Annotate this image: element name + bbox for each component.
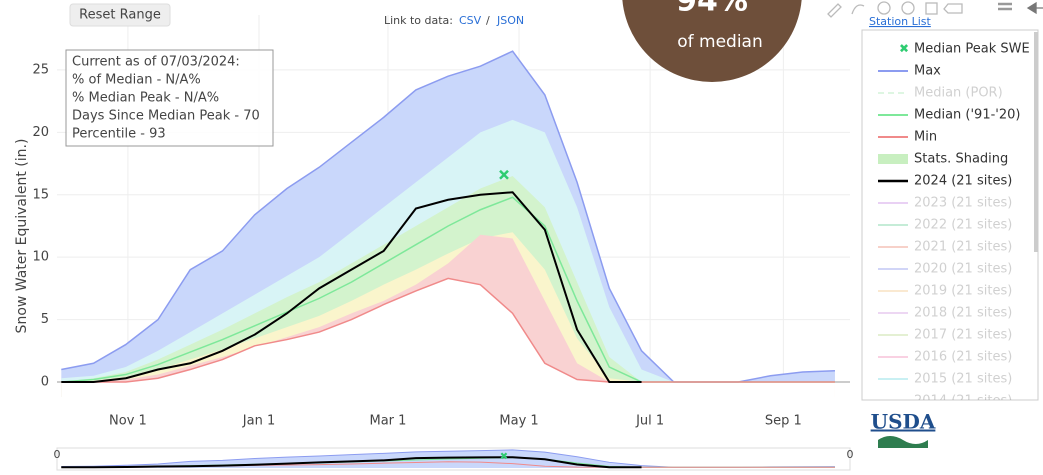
legend-label: Stats. Shading	[914, 152, 1008, 167]
legend-item[interactable]: 2022 (21 sites)	[878, 218, 1012, 233]
axes: 0 5 10 15 20 25 Nov 1 Jan 1 Mar 1 May 1 Jul 1 Sep 1	[32, 62, 801, 428]
badge-value: 94%	[676, 0, 748, 19]
range-slider[interactable]: ✖ 0 0	[54, 447, 854, 471]
legend-item[interactable]: 2018 (21 sites)	[878, 306, 1012, 321]
legend-label: 2024 (21 sites)	[914, 174, 1012, 189]
legend-scrollbar[interactable]	[1034, 32, 1038, 252]
slider-label: 0	[54, 448, 61, 461]
x-tick-label: Jan 1	[242, 414, 275, 429]
y-tick-label: 5	[41, 312, 49, 327]
badge-caption: of median	[677, 32, 763, 52]
y-tick-label: 15	[32, 187, 49, 202]
logo-text: USDA	[871, 410, 936, 434]
series-line	[61, 277, 835, 383]
badge: 94% of median	[622, 0, 802, 82]
annotation-line: Days Since Median Peak - 70	[72, 109, 260, 124]
legend-label: 2015 (21 sites)	[914, 372, 1012, 387]
legend-item[interactable]: 2019 (21 sites)	[878, 284, 1012, 299]
link-json[interactable]: JSON	[496, 14, 524, 27]
legend-item[interactable]: 2024 (21 sites)	[878, 174, 1012, 189]
x-tick-label: Jul 1	[635, 414, 664, 429]
x-tick-label: May 1	[499, 414, 538, 429]
annotation-box	[65, 49, 274, 147]
legend-item[interactable]: 2017 (21 sites)	[878, 328, 1012, 343]
station-list[interactable]: Station List	[869, 15, 932, 28]
legend-item[interactable]: 2021 (21 sites)	[878, 240, 1012, 255]
annotation-line: Percentile - 93	[72, 127, 166, 142]
link-sep: /	[486, 14, 490, 27]
legend-symbol	[878, 154, 908, 164]
legend-symbol: ✖	[899, 42, 909, 56]
legend-item[interactable]: Stats. Shading	[878, 152, 1008, 167]
legend: ✖ Median Peak SWE Max Median (POR) Median ('…	[878, 42, 1030, 409]
usda-logo: USDA	[871, 410, 936, 448]
legend-label: Max	[914, 64, 941, 79]
y-tick-label: 25	[32, 62, 49, 77]
legend-label: 2018 (21 sites)	[914, 306, 1012, 321]
legend-label: Median Peak SWE	[914, 42, 1030, 57]
slider-line	[61, 456, 642, 469]
legend-item[interactable]: 2023 (21 sites)	[878, 196, 1012, 211]
reset-label[interactable]: Reset Range	[79, 8, 161, 23]
legend-label: Median (POR)	[914, 86, 1003, 101]
legend-item[interactable]: 2014 (21 sites)	[878, 394, 1012, 409]
legend-box	[861, 29, 1039, 401]
legend-label: 2022 (21 sites)	[914, 218, 1012, 233]
legend-label: 2016 (21 sites)	[914, 350, 1012, 365]
legend-label: 2017 (21 sites)	[914, 328, 1012, 343]
legend-label: 2021 (21 sites)	[914, 240, 1012, 255]
y-tick-label: 10	[32, 250, 49, 265]
legend-label: Median ('91-'20)	[914, 108, 1020, 123]
legend-label: Min	[914, 130, 937, 145]
legend-label: 2014 (21 sites)	[914, 394, 1012, 409]
legend-item[interactable]: 2015 (21 sites)	[878, 372, 1012, 387]
x-tick-label: Sep 1	[765, 414, 802, 429]
y-axis-label: Snow Water Equivalent (in.)	[14, 139, 30, 334]
legend-item[interactable]: Min	[878, 130, 937, 145]
slider-marker: ✖	[500, 451, 508, 462]
link-text: Link to data:	[384, 14, 453, 27]
link-csv[interactable]: CSV	[459, 14, 482, 27]
legend-label: 2020 (21 sites)	[914, 262, 1012, 277]
x-tick-label: Nov 1	[109, 414, 147, 429]
annotation-line: Current as of 07/03/2024:	[72, 55, 240, 70]
annotation-line: % of Median - N/A%	[72, 73, 201, 88]
legend-item[interactable]: 2020 (21 sites)	[878, 262, 1012, 277]
legend-item[interactable]: 2016 (21 sites)	[878, 350, 1012, 365]
peak-marker	[499, 169, 509, 180]
plot-area	[57, 15, 850, 397]
area	[61, 278, 835, 397]
y-tick-label: 0	[41, 375, 49, 390]
legend-item[interactable]: Median ('91-'20)	[878, 108, 1020, 123]
legend-item[interactable]: Max	[878, 64, 941, 79]
toolbar[interactable]	[827, 1, 1043, 18]
legend-item[interactable]: ✖ Median Peak SWE	[899, 42, 1030, 57]
legend-label: 2023 (21 sites)	[914, 196, 1012, 211]
y-tick-label: 20	[32, 125, 49, 140]
legend-item[interactable]: Median (POR)	[878, 86, 1003, 101]
annotation-line: % Median Peak - N/A%	[72, 91, 219, 106]
reset-button[interactable]: Reset Range	[69, 3, 171, 27]
x-tick-label: Mar 1	[369, 414, 406, 429]
slider-label: 0	[847, 448, 854, 461]
legend-label: 2019 (21 sites)	[914, 284, 1012, 299]
series-line	[61, 191, 642, 384]
